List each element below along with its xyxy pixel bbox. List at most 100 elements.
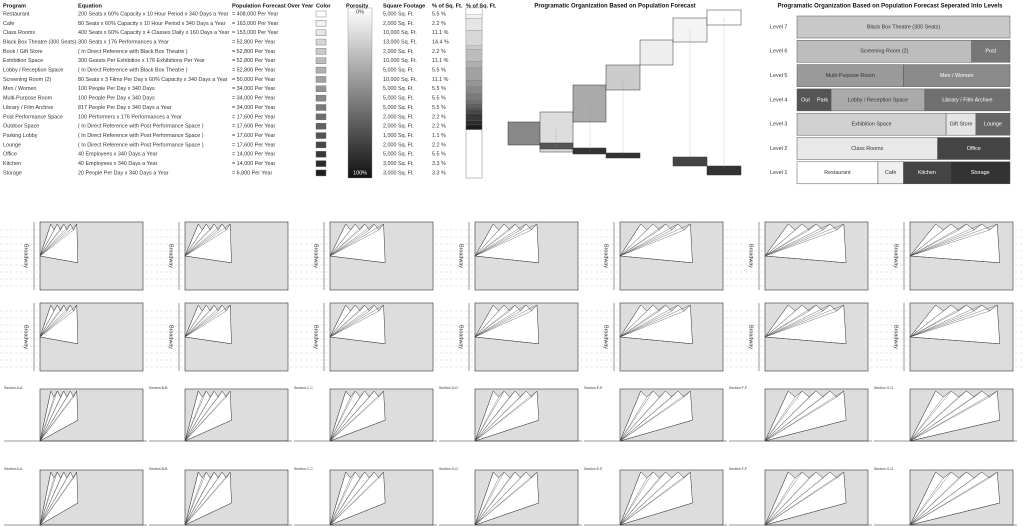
color-swatch xyxy=(315,76,327,83)
sightline xyxy=(329,304,356,338)
sightline xyxy=(909,502,1000,526)
sightline xyxy=(39,336,78,344)
sightline xyxy=(909,396,990,442)
sightline xyxy=(474,390,527,442)
sightline xyxy=(184,223,199,257)
section-label: Section D-D xyxy=(439,467,458,471)
sightline xyxy=(764,310,837,338)
street-label: Broadway xyxy=(23,325,29,349)
sightline xyxy=(39,223,64,257)
table-cell: Black Box Theatre (300 Seats) xyxy=(3,39,77,45)
sightline xyxy=(619,390,654,442)
table-cell: Screening Room (2) xyxy=(3,77,51,83)
sightline xyxy=(184,304,207,338)
sightline xyxy=(329,390,346,442)
sightline xyxy=(764,390,830,442)
sightline xyxy=(474,310,532,338)
sightline xyxy=(329,471,384,526)
sightline xyxy=(619,471,654,526)
sightline xyxy=(474,310,510,338)
table-cell: Exhibition Space xyxy=(3,58,43,64)
sightline xyxy=(39,310,74,338)
sightline xyxy=(619,310,660,338)
percent-segment xyxy=(465,79,483,87)
sightline xyxy=(619,471,691,526)
table-cell: 5.5 % xyxy=(432,68,446,74)
section-label: Section C-C xyxy=(294,467,313,471)
open-area xyxy=(329,304,386,345)
color-swatch xyxy=(315,160,327,167)
sightline xyxy=(329,223,356,257)
sightline xyxy=(474,223,505,257)
sightline xyxy=(329,471,346,526)
section-label: Section A-A xyxy=(4,386,23,390)
table-cell: 40 Employees x 340 Days a Year xyxy=(78,161,158,167)
table-cell: 2.2 % xyxy=(432,142,446,148)
sightline xyxy=(329,229,379,257)
sightline xyxy=(619,390,691,442)
sightline xyxy=(619,229,685,257)
space-label: Multi-Purpose Room xyxy=(826,73,876,79)
sightline xyxy=(764,471,789,526)
sightline xyxy=(909,304,952,338)
table-header: % of Sq. Ft. xyxy=(466,3,497,9)
sightline xyxy=(474,304,538,338)
sightline xyxy=(39,304,77,338)
sightline xyxy=(184,336,232,344)
color-swatch xyxy=(315,169,327,177)
table-cell: 2.2 % xyxy=(432,124,446,130)
sightline xyxy=(39,229,74,257)
sightline xyxy=(184,396,227,442)
open-area xyxy=(764,304,847,345)
table-header: Square Footage xyxy=(383,3,425,9)
sightline xyxy=(909,223,982,257)
level-space xyxy=(971,40,1011,63)
sightline xyxy=(619,223,654,257)
table-header: % of Sq. Ft. xyxy=(432,3,463,9)
sightline xyxy=(909,336,1000,344)
table-cell: = 34,000 Per Year xyxy=(232,105,276,111)
sightline xyxy=(184,471,207,526)
sightline xyxy=(184,223,223,257)
percent-segment xyxy=(465,100,483,104)
sightline xyxy=(184,223,231,257)
sightline xyxy=(474,336,539,344)
sightline xyxy=(329,223,365,257)
sightline xyxy=(619,471,641,526)
sightline xyxy=(329,420,386,442)
table-cell: 200 Seats x 60% Capacity x 10 Hour Perio… xyxy=(78,11,229,17)
percent-segment xyxy=(465,49,483,62)
sightline xyxy=(474,390,516,442)
sightline xyxy=(329,390,384,442)
color-swatch xyxy=(315,94,327,102)
open-area xyxy=(474,304,540,345)
level-label: Level 2 xyxy=(770,146,787,152)
street-label: Broadway xyxy=(603,244,609,268)
sightline xyxy=(184,223,207,257)
table-cell: Kitchen xyxy=(3,161,21,167)
sightline xyxy=(909,304,967,338)
sightline xyxy=(474,477,499,526)
table-header: Program xyxy=(3,3,26,9)
table-cell: Office xyxy=(3,152,17,158)
space-label: Men / Women xyxy=(940,73,973,79)
sightline xyxy=(474,396,532,442)
color-swatch xyxy=(315,38,327,46)
section-label: Section C-C xyxy=(294,386,313,390)
sightline xyxy=(39,304,64,338)
sightline xyxy=(184,310,211,338)
sightline xyxy=(474,396,499,442)
sightline xyxy=(619,310,685,338)
space-label: Class Rooms xyxy=(851,146,883,152)
color-swatch xyxy=(315,141,327,149)
table-cell: 40 Employees x 340 Days a Year xyxy=(78,152,158,158)
sightline xyxy=(474,229,521,257)
table-cell: = 14,000 Per Year xyxy=(232,161,276,167)
sightline xyxy=(619,396,685,442)
level-label: Level 1 xyxy=(770,170,787,176)
sightline xyxy=(764,255,847,263)
sightline xyxy=(39,396,55,442)
program-box xyxy=(572,147,607,155)
sightline xyxy=(39,223,58,257)
sightline xyxy=(619,229,672,257)
